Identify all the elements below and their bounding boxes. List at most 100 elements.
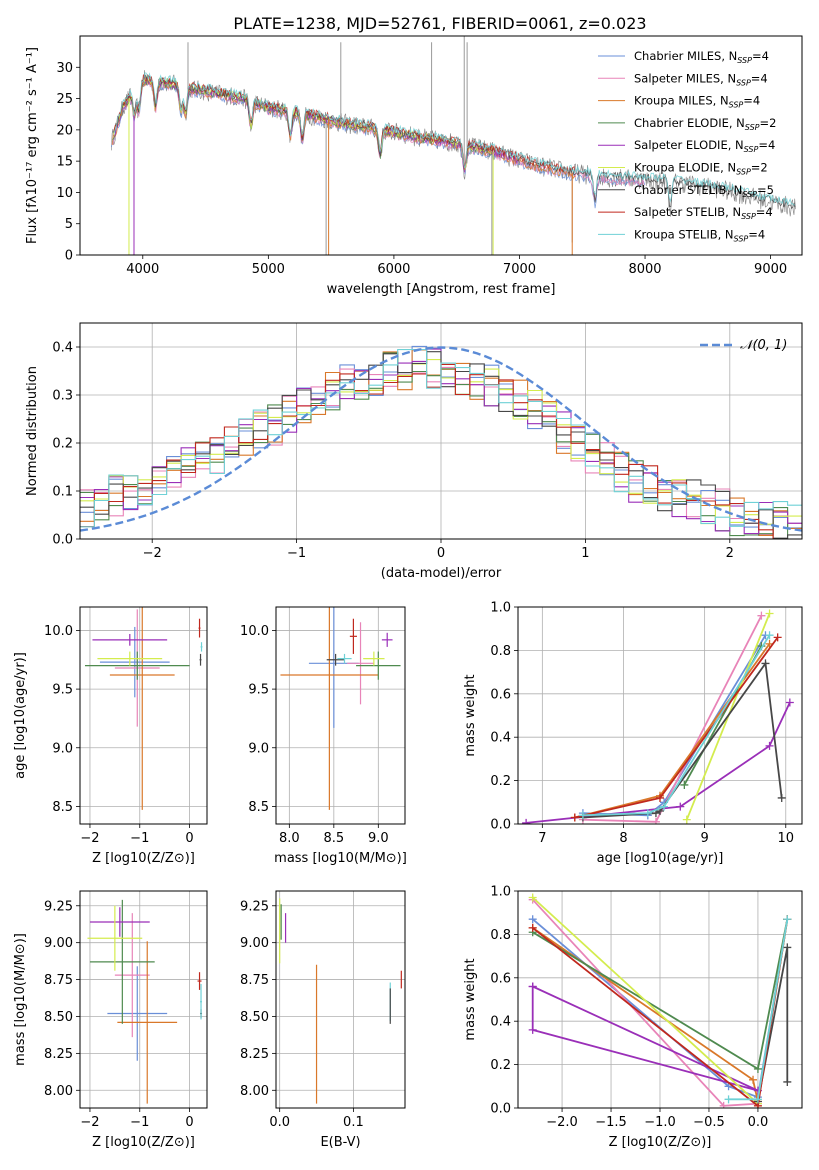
y-tick-label: 9.25 [240, 899, 269, 914]
weight-line [582, 660, 783, 819]
weight-marker [528, 923, 537, 932]
y-tick-label: 0.4 [490, 731, 511, 746]
chart-mass-vs-ebv: 0.0 0.1 8.00 8.25 8.50 8.75 9.00 9.25 E(B-V) [240, 890, 406, 1150]
weight-marker [765, 609, 774, 618]
x-axis-label: E(B-V) [320, 1135, 360, 1150]
weight-marker [719, 1101, 728, 1108]
x-tick-label: 8000 [628, 262, 661, 277]
x-tick-label: 1 [581, 546, 589, 561]
weight-marker [753, 1064, 762, 1073]
weight-marker [522, 818, 531, 824]
weight-marker [578, 811, 587, 820]
weight-line [582, 615, 763, 823]
weight-marker [643, 809, 652, 818]
x-axis-label: Z [log10(Z/Z⊙)] [92, 1135, 195, 1150]
y-tick-label: 0.0 [52, 533, 73, 548]
weight-marker [783, 943, 792, 952]
x-axis-label: Z [log10(Z/Z⊙)] [92, 851, 195, 866]
y-axis-label: mass weight [463, 674, 478, 756]
legend-entry: 𝒩(0, 1) [740, 338, 787, 353]
histogram-step-line [80, 349, 802, 528]
y-tick-label: 1.0 [490, 601, 511, 616]
weight-marker [783, 915, 792, 924]
legend-entry: Kroupa ELODIE, NSSP=2 [634, 161, 768, 177]
y-tick-label: 0.1 [52, 485, 73, 500]
normal-curve [80, 346, 802, 532]
y-tick-label: 0.8 [490, 928, 511, 943]
y-tick-label: 8.25 [240, 1047, 269, 1062]
plot-area [279, 898, 402, 1104]
spectrum-model-line [113, 74, 796, 210]
weight-marker [757, 611, 766, 620]
x-tick-label: −2 [143, 546, 162, 561]
chart-age-vs-mass: 8.0 8.5 9.0 8.5 9.0 9.5 10.0 mass [log10(M/M⊙)] [240, 606, 407, 866]
weight-marker [528, 893, 537, 902]
y-tick-label: 15 [56, 155, 73, 170]
y-tick-label: 8.5 [248, 800, 269, 815]
y-tick-label: 9.5 [248, 683, 269, 698]
weight-marker [783, 1077, 792, 1086]
weight-marker [785, 698, 794, 707]
legend-entry: Salpeter MILES, NSSP=4 [634, 71, 768, 87]
y-tick-label: 8.5 [52, 800, 73, 815]
y-tick-label: 8.00 [240, 1084, 269, 1099]
legend: Chabrier MILES, NSSP=4 Salpeter MILES, NS… [598, 49, 776, 243]
weight-marker [753, 1095, 762, 1104]
weight-marker [528, 982, 537, 991]
y-tick-label: 0.2 [52, 437, 73, 452]
weight-marker [680, 780, 689, 789]
y-tick-label: 9.25 [44, 899, 73, 914]
chart-mass-vs-Z: −2 −1 0 8.00 8.25 8.50 8.75 9.00 9.25 Z [log10(Z/… [13, 890, 208, 1150]
chart-residuals: −2 −1 0 1 2 0.0 0.1 0.2 0.3 0.4 (data-model)/error… [25, 322, 803, 581]
plot-area [280, 607, 401, 810]
grid [80, 607, 207, 824]
y-tick-label: 8.75 [240, 973, 269, 988]
plot-area [522, 609, 794, 824]
x-tick-label: 9 [700, 831, 708, 846]
x-tick-label: −1.5 [595, 1115, 627, 1130]
y-tick-label: 9.5 [52, 683, 73, 698]
x-tick-label: 5000 [252, 262, 285, 277]
x-axis-label: mass [log10(M/M⊙)] [274, 851, 407, 866]
axes-frame [79, 35, 803, 256]
x-tick-label: 4000 [126, 262, 159, 277]
legend-entry: Chabrier STELIB, NSSP=5 [634, 183, 774, 199]
spectrum-model-line [112, 75, 495, 171]
x-tick-label: −1.0 [644, 1115, 676, 1130]
axes-frame [79, 890, 208, 1109]
chart-age-vs-Z: −2 −1 0 8.5 9.0 9.5 10.0 Z [log10(Z/Z⊙)] age [lo… [13, 606, 208, 866]
plot-area [528, 893, 792, 1108]
y-axis-label: mass [log10(M/M⊙)] [13, 933, 28, 1066]
y-tick-label: 9.00 [44, 936, 73, 951]
x-tick-label: 0.0 [269, 1115, 290, 1130]
y-tick-label: 0.8 [490, 644, 511, 659]
x-tick-label: −2 [80, 1115, 99, 1130]
legend: 𝒩(0, 1) [700, 338, 787, 353]
weight-marker [765, 741, 774, 750]
weight-marker [765, 631, 774, 640]
axes-frame [79, 322, 803, 540]
y-tick-label: 8.25 [44, 1047, 73, 1062]
weight-marker [528, 915, 537, 924]
weight-marker [656, 793, 664, 802]
y-tick-label: 8.50 [44, 1010, 73, 1025]
legend-entry: Salpeter ELODIE, NSSP=4 [634, 138, 775, 154]
x-tick-label: −0.5 [693, 1115, 725, 1130]
y-tick-label: 0.6 [490, 971, 511, 986]
x-tick-label: −1 [130, 1115, 149, 1130]
y-tick-label: 0.2 [490, 1058, 511, 1073]
y-tick-label: 9.0 [52, 741, 73, 756]
weight-marker [777, 793, 786, 802]
weight-marker [660, 802, 669, 811]
y-tick-label: 20 [56, 123, 73, 138]
weight-marker [773, 633, 782, 642]
y-tick-label: 8.75 [44, 973, 73, 988]
y-tick-label: 9.00 [240, 936, 269, 951]
weight-line [531, 985, 759, 1092]
y-axis-label: Flux [fλ10⁻¹⁷ erg cm⁻² s⁻¹ A⁻¹] [25, 47, 40, 244]
grid [276, 891, 405, 1108]
figure-title: PLATE=1238, MJD=52761, FIBERID=0061, z=0… [233, 14, 646, 33]
spectrum-model-line [112, 77, 494, 172]
x-tick-label: 0.0 [748, 1115, 769, 1130]
y-axis-label: age [log10(age/yr)] [13, 652, 28, 779]
